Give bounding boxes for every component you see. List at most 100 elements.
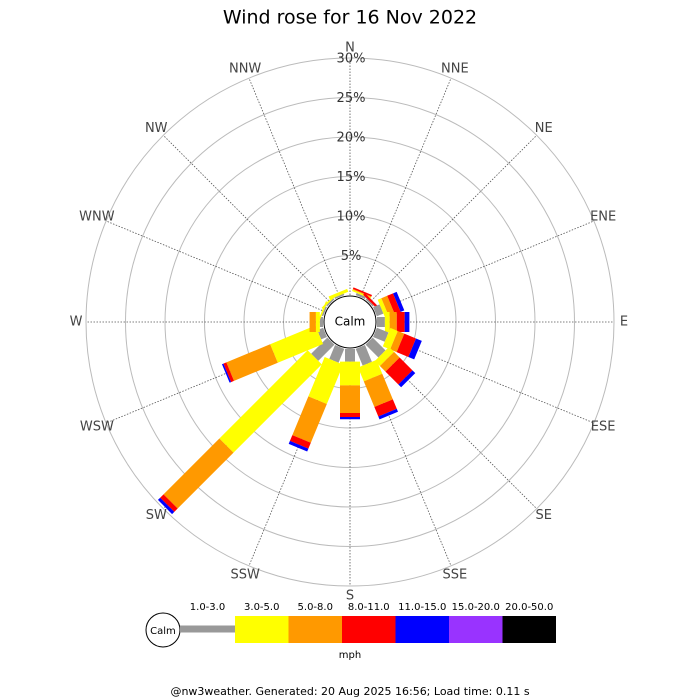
bar-segment [340, 412, 360, 417]
bar-segment [363, 373, 393, 407]
legend-swatch [288, 616, 342, 643]
bar-segment [390, 330, 405, 353]
legend-label: 5.0-8.0 [298, 602, 333, 613]
bar-segment [319, 317, 323, 327]
bar-segment [381, 295, 395, 317]
ring-label: 5% [341, 249, 362, 264]
bar-segment [373, 304, 384, 317]
legend-label: 3.0-5.0 [244, 602, 279, 613]
ring [164, 136, 536, 508]
direction-label: ESE [591, 419, 616, 434]
ring-label: 10% [337, 210, 366, 225]
ring-label: 30% [337, 52, 366, 67]
bar-segment [340, 361, 360, 386]
direction-label: WNW [79, 210, 115, 225]
spoke [359, 77, 452, 298]
direction-label: SSW [230, 568, 260, 583]
bar-segment [329, 345, 345, 363]
direction-label: NNW [229, 61, 261, 76]
bar-segment [340, 416, 360, 420]
bar-segment [288, 440, 309, 452]
bar-segment [292, 396, 327, 443]
legend-swatch [342, 616, 396, 643]
bar-segment [334, 293, 345, 299]
bar-segment [398, 370, 416, 388]
bar-segment [163, 438, 234, 509]
bar-segment [355, 292, 366, 299]
direction-label: SE [536, 508, 552, 523]
bar-segment [384, 312, 390, 332]
bar-segment [219, 350, 322, 453]
direction-label: W [70, 315, 83, 330]
direction-label: ENE [590, 210, 616, 225]
spoke [248, 77, 341, 298]
spoke [163, 135, 332, 304]
spoke [374, 220, 595, 313]
direction-label: E [620, 315, 628, 330]
bar-segment [363, 293, 379, 309]
bar-segment [387, 293, 401, 315]
bar-segment [157, 497, 175, 515]
bar-segment [408, 338, 422, 360]
bar-segment [355, 345, 372, 366]
legend-unit: mph [339, 650, 361, 661]
spoke [368, 135, 537, 304]
legend-swatch [502, 616, 556, 643]
bar-segment [340, 385, 360, 413]
direction-label: NE [535, 121, 553, 136]
calm-label: Calm [335, 315, 366, 329]
ring [85, 57, 615, 587]
bar-segment [374, 346, 395, 367]
ring-label: 15% [337, 170, 366, 185]
bar-segment [270, 325, 324, 363]
ring [125, 97, 575, 547]
bar-segment [321, 306, 327, 317]
legend-swatch [235, 616, 289, 643]
bar-segment [378, 408, 398, 420]
legend-label: 1.0-3.0 [190, 602, 225, 613]
legend-label: 11.0-15.0 [398, 602, 446, 613]
direction-label: SW [146, 508, 167, 523]
bar-segment [377, 317, 385, 327]
bar-segment [365, 337, 386, 358]
bar-segment [223, 362, 234, 383]
direction-label: WSW [80, 419, 114, 434]
ring-label: 25% [337, 91, 366, 106]
bar-segment [358, 359, 383, 382]
bar-segment [326, 298, 335, 307]
bar-segment [311, 337, 335, 361]
spoke [105, 220, 326, 313]
legend-calm-label: Calm [150, 626, 176, 637]
ring-label: 20% [337, 131, 366, 146]
footer: @nw3weather. Generated: 20 Aug 2025 16:5… [170, 685, 529, 698]
direction-label: NW [145, 121, 168, 136]
bar-segment [226, 344, 278, 381]
bar-segment [379, 351, 400, 372]
legend-label: 20.0-50.0 [505, 602, 553, 613]
bar-segment [396, 312, 405, 332]
bar-segment [365, 298, 374, 307]
bar-segment [160, 494, 178, 512]
legend-swatch [449, 616, 503, 643]
bar-segment [352, 287, 372, 297]
direction-label: S [346, 589, 354, 604]
bar-segment [309, 312, 316, 332]
direction-label: N [345, 41, 355, 56]
legend-label: 15.0-20.0 [452, 602, 500, 613]
bar-segment [345, 349, 355, 362]
legend-label: 8.0-11.0 [348, 602, 390, 613]
chart-title: Wind rose for 16 Nov 2022 [223, 7, 477, 29]
bar-segment [374, 399, 397, 417]
bar-segment [315, 312, 320, 332]
bar-segment [404, 312, 410, 332]
bar-segment [289, 435, 311, 449]
direction-label: NNE [441, 61, 469, 76]
direction-label: SSE [442, 568, 467, 583]
bar-segment [308, 356, 344, 405]
bar-segment [393, 291, 405, 312]
bar-segment [382, 327, 398, 350]
bar-segment [396, 333, 416, 357]
bar-segment [328, 288, 349, 300]
bar-segment [385, 357, 413, 385]
